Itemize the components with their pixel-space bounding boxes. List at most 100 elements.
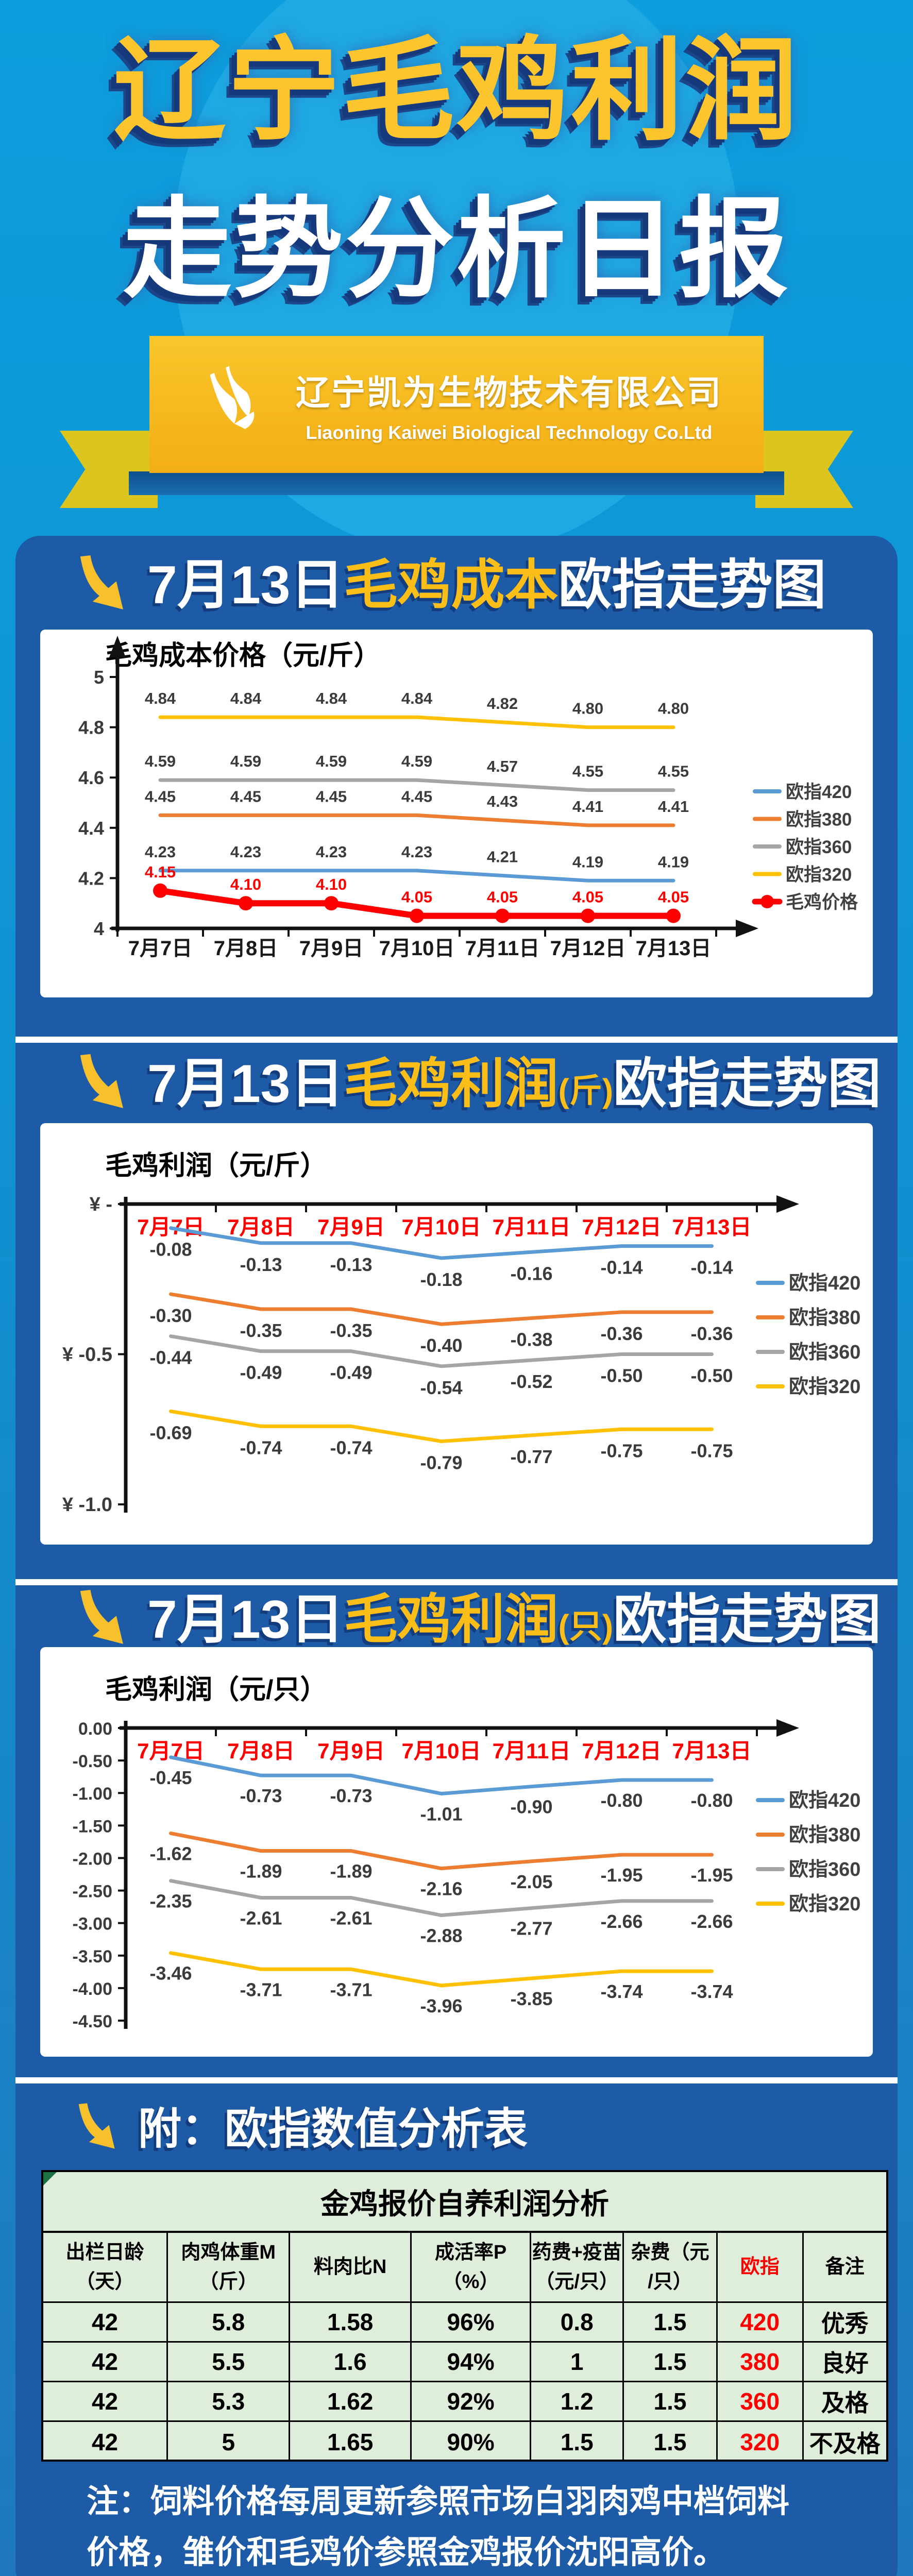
- table-cell: 及格: [803, 2382, 886, 2422]
- table-cell: 360: [717, 2382, 804, 2422]
- svg-text:-2.66: -2.66: [600, 1911, 643, 1932]
- svg-text:-1.00: -1.00: [73, 1784, 113, 1804]
- svg-text:-2.00: -2.00: [73, 1849, 113, 1869]
- svg-text:0.00: 0.00: [78, 1719, 112, 1739]
- section-title-suffix: 欧指走势图: [613, 1054, 882, 1114]
- svg-text:-0.73: -0.73: [330, 1785, 372, 1806]
- section-title: 附：欧指数值分析表: [138, 2106, 528, 2151]
- table-grid: 出栏日龄 （天） 肉鸡体重M （斤） 料肉比N 成活率P （%） 药费+疫苗 （元/只）…: [43, 2233, 886, 2462]
- svg-text:4.10: 4.10: [316, 875, 347, 893]
- ribbon-shadow: [129, 471, 784, 495]
- svg-text:4.41: 4.41: [658, 798, 689, 816]
- svg-text:-0.80: -0.80: [690, 1790, 733, 1811]
- company-banner-text: 辽宁凯为生物技术有限公司 Liaoning Kaiwei Biological …: [296, 365, 722, 444]
- svg-text:-1.89: -1.89: [240, 1861, 282, 1882]
- svg-text:-0.74: -0.74: [240, 1437, 282, 1458]
- separator-line-3: [15, 2077, 898, 2083]
- excel-corner-artifact: [43, 2172, 57, 2185]
- table-cell: 1.65: [290, 2422, 412, 2462]
- svg-text:4.59: 4.59: [401, 752, 432, 770]
- svg-text:-0.50: -0.50: [690, 1365, 733, 1386]
- svg-text:欧指320: 欧指320: [789, 1893, 860, 1915]
- svg-text:7月13日: 7月13日: [636, 937, 712, 960]
- table-cell: 1.5: [624, 2382, 718, 2422]
- svg-text:-2.05: -2.05: [510, 1871, 552, 1892]
- svg-text:-0.30: -0.30: [149, 1305, 192, 1326]
- svg-text:7月13日: 7月13日: [672, 1739, 751, 1763]
- svg-text:-0.49: -0.49: [240, 1362, 282, 1383]
- svg-text:7月9日: 7月9日: [317, 1215, 385, 1239]
- svg-text:-3.74: -3.74: [690, 1981, 733, 2002]
- svg-text:4.05: 4.05: [487, 888, 518, 906]
- svg-text:¥ -: ¥ -: [90, 1194, 112, 1215]
- svg-text:4.6: 4.6: [78, 767, 104, 788]
- section-title-prefix: 7月13日: [147, 1590, 344, 1650]
- chart-card-profit-bird: 毛鸡利润（元/只） 0.00 -0.50 -1.00 -1.50 -2.00 -2.50 -3…: [40, 1647, 873, 2057]
- table-header-cell: 备注: [803, 2233, 886, 2303]
- svg-text:4.10: 4.10: [230, 875, 261, 893]
- svg-text:-3.74: -3.74: [600, 1981, 643, 2002]
- table-header-cell: 料肉比N: [290, 2233, 412, 2303]
- svg-text:4.19: 4.19: [658, 853, 689, 871]
- svg-text:4.45: 4.45: [401, 787, 432, 805]
- section-title-highlight: 毛鸡成本: [344, 555, 559, 616]
- svg-text:4.23: 4.23: [230, 843, 261, 861]
- svg-text:-0.49: -0.49: [330, 1362, 372, 1383]
- table-cell: 1.2: [531, 2382, 624, 2422]
- table-cell: 42: [43, 2303, 168, 2343]
- section-title-unit: (斤): [558, 1072, 614, 1110]
- section-title: 7月13日毛鸡利润(只)欧指走势图: [147, 1592, 881, 1648]
- table-header-cell: 出栏日龄 （天）: [43, 2233, 168, 2303]
- svg-text:毛鸡价格: 毛鸡价格: [786, 892, 858, 912]
- table-cell: 320: [718, 2422, 804, 2462]
- svg-text:欧指360: 欧指360: [789, 1342, 860, 1363]
- svg-text:欧指380: 欧指380: [789, 1307, 860, 1329]
- svg-text:-3.85: -3.85: [510, 1988, 552, 2009]
- svg-text:-1.95: -1.95: [600, 1865, 643, 1886]
- svg-text:欧指420: 欧指420: [789, 1273, 860, 1294]
- svg-text:7月9日: 7月9日: [299, 937, 364, 960]
- table-header-cell: 欧指: [717, 2233, 804, 2303]
- section-title-highlight: 毛鸡利润: [344, 1590, 559, 1650]
- svg-text:4.23: 4.23: [316, 843, 347, 861]
- svg-text:欧指320: 欧指320: [789, 1376, 860, 1398]
- company-name-cn: 辽宁凯为生物技术有限公司: [296, 374, 722, 412]
- svg-text:7月7日: 7月7日: [128, 937, 193, 960]
- svg-text:4.23: 4.23: [145, 843, 176, 861]
- table-cell: 5.5: [168, 2343, 291, 2382]
- svg-text:4.21: 4.21: [487, 848, 518, 866]
- svg-text:7月12日: 7月12日: [582, 1215, 661, 1239]
- svg-text:-2.66: -2.66: [690, 1911, 733, 1932]
- svg-text:4.59: 4.59: [316, 752, 347, 770]
- svg-text:4.45: 4.45: [230, 787, 261, 805]
- profit-analysis-table: 金鸡报价自养利润分析 出栏日龄 （天） 肉鸡体重M （斤） 料肉比N 成活率P （%）…: [41, 2170, 888, 2462]
- svg-text:-1.95: -1.95: [690, 1865, 733, 1886]
- svg-text:-2.16: -2.16: [420, 1878, 462, 1900]
- table-cell: 1.5: [624, 2422, 718, 2462]
- table-header-cell: 成活率P （%）: [411, 2233, 532, 2303]
- svg-text:-0.13: -0.13: [240, 1254, 282, 1275]
- svg-text:5: 5: [94, 667, 104, 688]
- section-header-cost: 7月13日毛鸡成本欧指走势图: [71, 555, 875, 616]
- svg-text:毛鸡利润（元/斤）: 毛鸡利润（元/斤）: [105, 1151, 327, 1181]
- table-cell: 5: [168, 2422, 291, 2462]
- arrow-down-right-icon: [80, 1590, 123, 1644]
- section-title-suffix: 欧指走势图: [613, 1590, 882, 1650]
- svg-text:-0.40: -0.40: [420, 1335, 462, 1356]
- table-cell: 5.3: [168, 2382, 291, 2422]
- svg-text:-3.71: -3.71: [240, 1979, 282, 2000]
- svg-text:-0.44: -0.44: [149, 1347, 192, 1368]
- svg-text:-0.16: -0.16: [510, 1263, 552, 1284]
- svg-text:4.19: 4.19: [572, 853, 603, 871]
- svg-text:-0.75: -0.75: [600, 1440, 643, 1461]
- svg-text:4.15: 4.15: [145, 863, 176, 881]
- svg-text:-2.61: -2.61: [240, 1907, 282, 1928]
- arrow-down-right-icon: [78, 2103, 115, 2149]
- svg-text:-0.50: -0.50: [73, 1752, 113, 1771]
- table-cell: 42: [43, 2382, 168, 2422]
- svg-text:4.2: 4.2: [78, 868, 104, 889]
- svg-text:7月8日: 7月8日: [227, 1739, 295, 1763]
- table-cell: 0.8: [531, 2303, 624, 2343]
- svg-text:-0.45: -0.45: [149, 1767, 192, 1788]
- svg-text:4.41: 4.41: [572, 798, 603, 816]
